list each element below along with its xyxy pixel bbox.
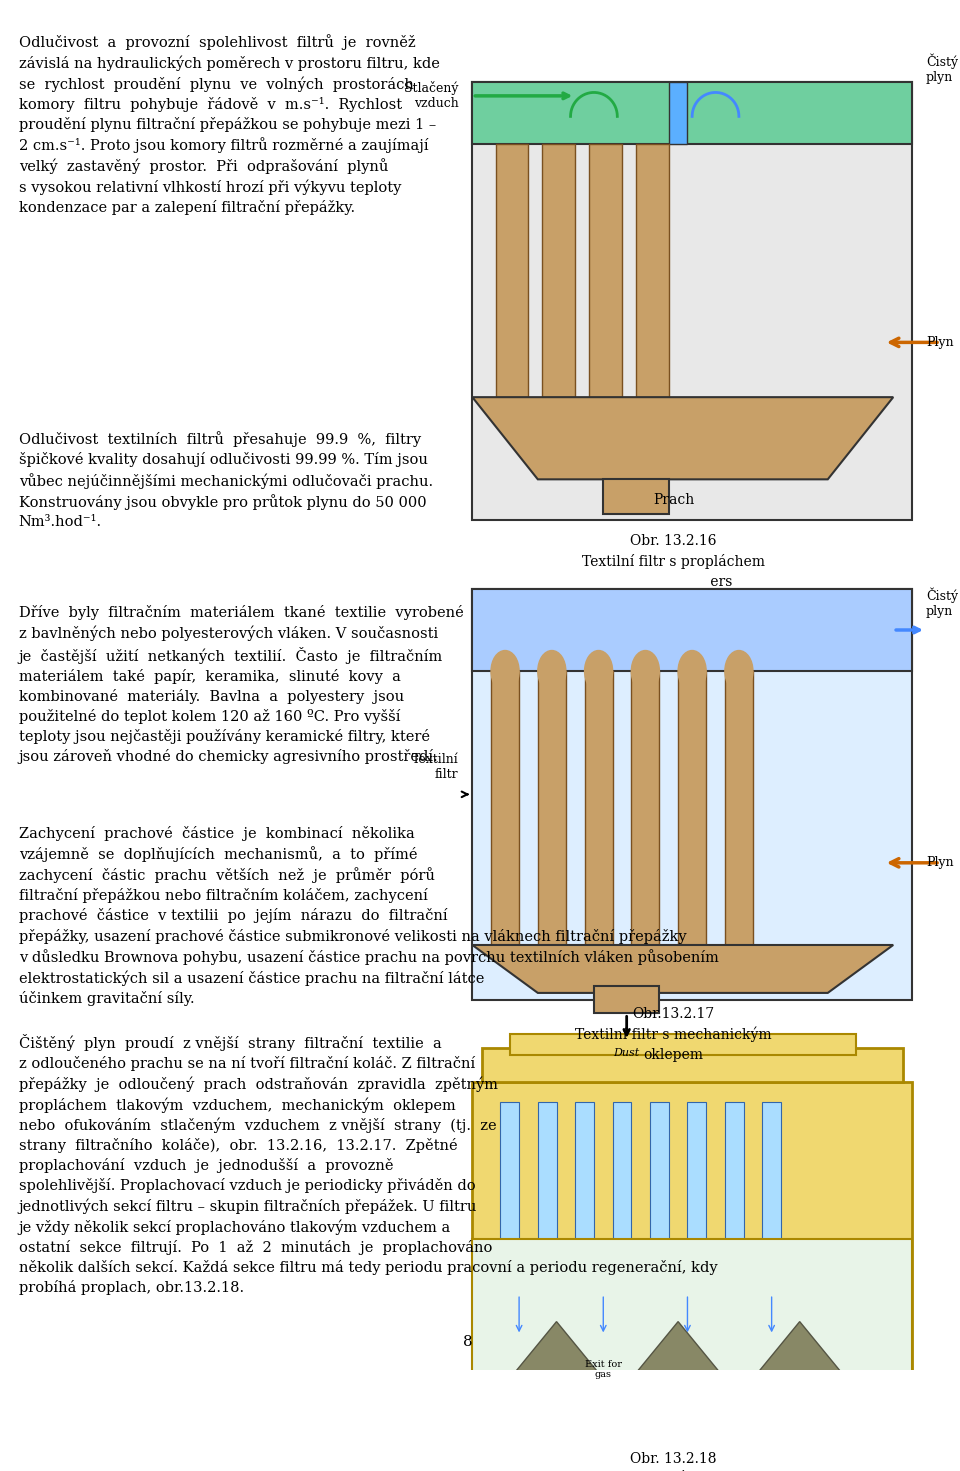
Text: Stlačený
vzduch: Stlačený vzduch bbox=[404, 81, 458, 110]
Text: Dust: Dust bbox=[613, 1047, 639, 1058]
Bar bbox=[495, 144, 528, 397]
Text: Odlučivost  textilních  filtrů  přesahuje  99.9  %,  filtry
špičkové kvality dos: Odlučivost textilních filtrů přesahuje 9… bbox=[18, 431, 433, 528]
Circle shape bbox=[492, 650, 519, 691]
Polygon shape bbox=[622, 1321, 734, 1390]
Bar bbox=[538, 1102, 557, 1240]
Text: Zachycení  prachové  částice  je  kombinací  několika
vzájemně  se  doplňujících: Zachycení prachové částice je kombinací … bbox=[18, 825, 719, 1006]
Circle shape bbox=[585, 650, 612, 691]
Bar bbox=[472, 82, 912, 521]
Bar bbox=[669, 82, 687, 144]
Bar bbox=[472, 588, 912, 671]
Bar bbox=[472, 1240, 912, 1390]
Polygon shape bbox=[744, 1321, 855, 1390]
Bar bbox=[725, 671, 753, 944]
Bar bbox=[542, 144, 575, 397]
Bar bbox=[678, 671, 707, 944]
Bar bbox=[594, 986, 660, 1014]
Text: Obr.13.2.17
Textilní filtr s mechanickým
oklepem: Obr.13.2.17 Textilní filtr s mechanickým… bbox=[575, 1006, 772, 1062]
Bar bbox=[472, 82, 912, 144]
Bar bbox=[538, 671, 565, 944]
Bar bbox=[500, 1102, 519, 1240]
Bar bbox=[762, 1102, 781, 1240]
Text: Textilní
filtr: Textilní filtr bbox=[412, 753, 458, 781]
Text: Čištěný  plyn  proudí  z vnější  strany  filtrační  textilie  a
z odloučeného pr: Čištěný plyn proudí z vnější strany filt… bbox=[18, 1034, 717, 1294]
Text: Exit for
gas: Exit for gas bbox=[585, 1359, 622, 1380]
Text: 8: 8 bbox=[463, 1336, 472, 1349]
Bar bbox=[612, 1102, 632, 1240]
Circle shape bbox=[538, 650, 565, 691]
Text: Obr. 13.2.18
Textilní filtr: Obr. 13.2.18 Textilní filtr bbox=[630, 1452, 717, 1471]
Text: Čistý
plyn: Čistý plyn bbox=[926, 587, 958, 618]
Bar bbox=[589, 144, 622, 397]
Circle shape bbox=[678, 650, 707, 691]
Bar bbox=[472, 1083, 912, 1445]
Polygon shape bbox=[472, 944, 893, 993]
Text: Plyn: Plyn bbox=[926, 335, 953, 349]
Bar bbox=[636, 144, 669, 397]
Text: Odlučivost  a  provozní  spolehlivost  filtrů  je  rovněž
závislá na hydraulický: Odlučivost a provozní spolehlivost filtr… bbox=[18, 34, 440, 215]
Bar bbox=[510, 1034, 855, 1055]
Bar bbox=[603, 480, 669, 513]
Text: Prach: Prach bbox=[653, 493, 694, 506]
Text: Obr. 13.2.16
Textilní filtr s propláchem
                      ers: Obr. 13.2.16 Textilní filtr s propláchem… bbox=[582, 534, 765, 588]
Text: Čistý
plyn: Čistý plyn bbox=[926, 53, 958, 84]
Bar bbox=[472, 588, 912, 1000]
Bar bbox=[585, 671, 612, 944]
Circle shape bbox=[725, 650, 753, 691]
Text: Plyn: Plyn bbox=[926, 856, 953, 869]
Polygon shape bbox=[472, 397, 893, 480]
Bar bbox=[632, 671, 660, 944]
Bar bbox=[725, 1102, 744, 1240]
Bar bbox=[650, 1102, 669, 1240]
Polygon shape bbox=[500, 1321, 612, 1390]
Circle shape bbox=[632, 650, 660, 691]
Bar bbox=[575, 1102, 594, 1240]
Bar bbox=[482, 1047, 902, 1083]
Bar bbox=[687, 1102, 707, 1240]
Bar bbox=[492, 671, 519, 944]
Text: Dříve  byly  filtračním  materiálem  tkané  textilie  vyrobené
z bavlněných nebo: Dříve byly filtračním materiálem tkané t… bbox=[18, 606, 464, 763]
